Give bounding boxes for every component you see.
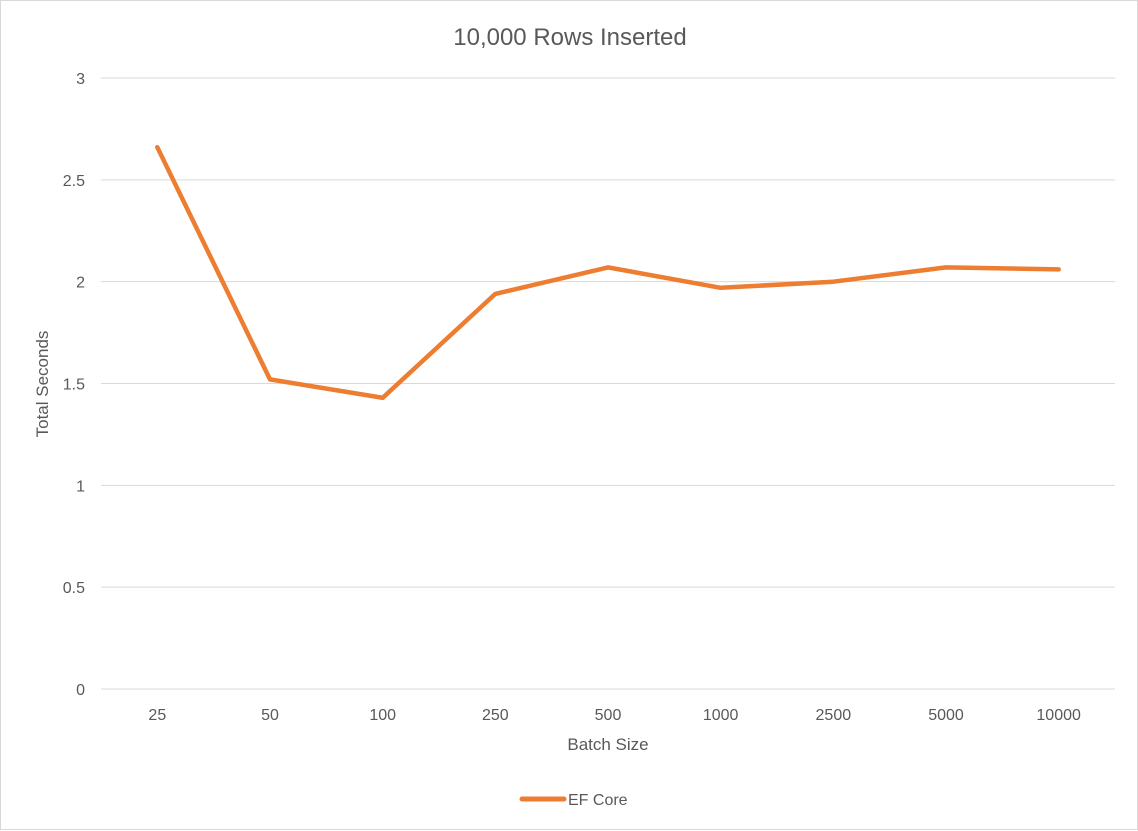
data-point — [606, 265, 610, 270]
x-tick-label: 10000 — [1036, 707, 1081, 724]
data-point — [380, 395, 385, 400]
y-tick-label: 3 — [76, 71, 85, 88]
series-line-ef-core — [155, 144, 1061, 401]
x-tick-label: 100 — [369, 707, 396, 724]
legend-label-ef-core: EF Core — [568, 792, 628, 809]
series-lines — [155, 144, 1061, 401]
y-axis-ticks: 0 0.5 1 1.5 2 2.5 3 — [63, 71, 85, 699]
data-point — [718, 285, 723, 290]
x-axis-ticks: 25 50 100 250 500 1000 2500 5000 10000 — [148, 707, 1081, 724]
x-tick-label: 2500 — [816, 707, 852, 724]
data-point — [1056, 267, 1061, 272]
x-tick-label: 5000 — [928, 707, 964, 724]
y-axis-title: Total Seconds — [33, 331, 52, 438]
data-point — [268, 377, 272, 382]
legend: EF Core — [519, 792, 628, 809]
y-tick-label: 1.5 — [63, 377, 85, 394]
x-tick-label: 250 — [482, 707, 509, 724]
data-point — [155, 145, 160, 150]
x-tick-label: 1000 — [703, 707, 739, 724]
gridlines — [101, 77, 1115, 690]
x-tick-label: 50 — [261, 707, 279, 724]
y-tick-label: 0 — [76, 682, 85, 699]
chart-title: 10,000 Rows Inserted — [453, 24, 686, 51]
x-axis-title: Batch Size — [567, 735, 648, 754]
data-point — [831, 279, 836, 284]
y-tick-label: 2 — [76, 275, 85, 292]
data-point — [944, 265, 948, 270]
data-point — [493, 291, 498, 296]
y-tick-label: 1 — [76, 478, 85, 495]
x-tick-label: 25 — [148, 707, 166, 724]
x-tick-label: 500 — [595, 707, 622, 724]
y-tick-label: 2.5 — [63, 173, 85, 190]
y-tick-label: 0.5 — [63, 580, 85, 597]
